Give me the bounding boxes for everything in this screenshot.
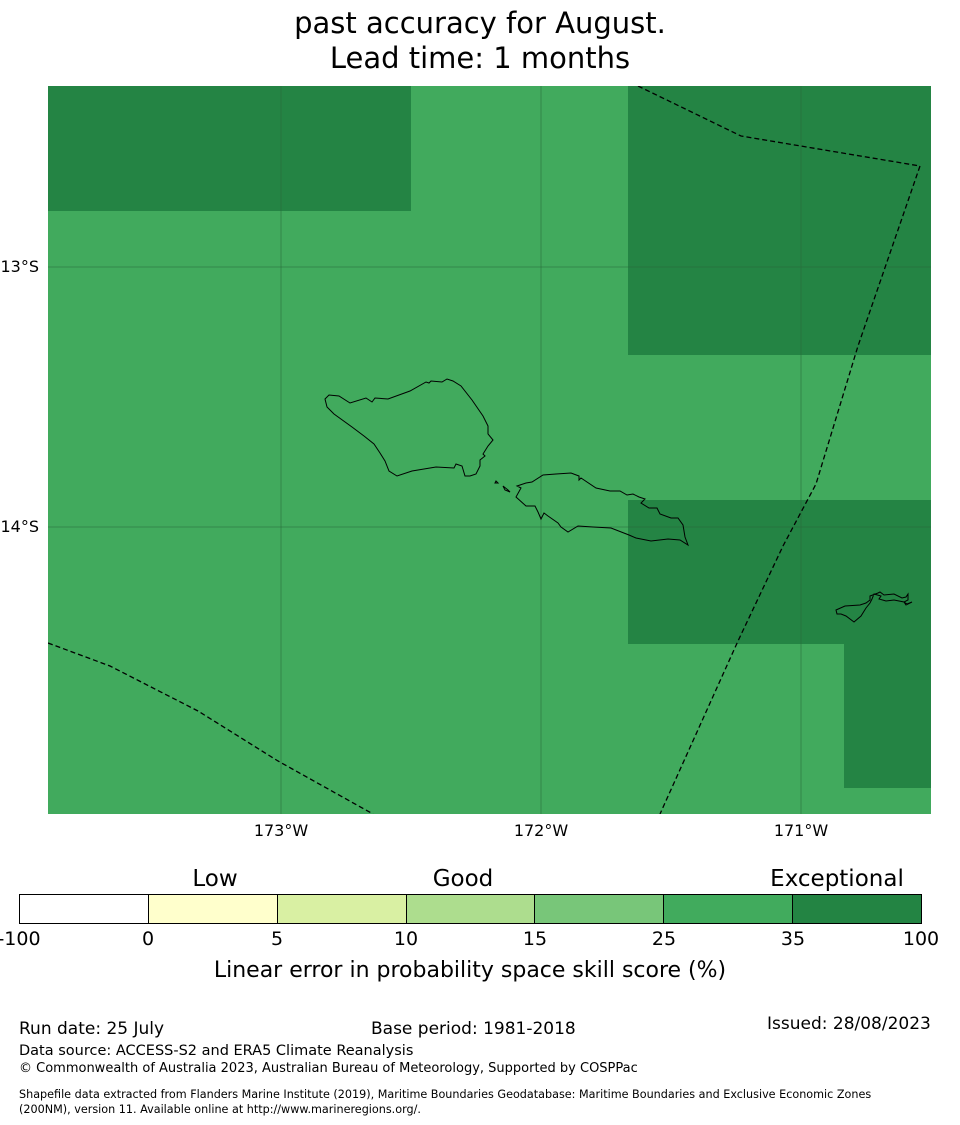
savaii-island: [324, 378, 494, 477]
colorbar-segment-4: [406, 895, 536, 923]
colorbar-tick-label: 10: [393, 928, 419, 950]
apolima-islet: [494, 480, 500, 484]
title-line-2: Lead time: 1 months: [329, 41, 631, 75]
eez-boundary-east: [637, 86, 921, 814]
colorbar-tick-label: 35: [780, 928, 806, 950]
exceptional-block-nw: [48, 86, 411, 211]
lon-label-172w: 172°W: [513, 821, 569, 840]
lat-label-13s: 13°S: [0, 257, 39, 276]
skill-score-map: [48, 86, 931, 814]
colorbar-segment-1: [20, 895, 149, 923]
graticule: [48, 86, 931, 814]
exceptional-block-ne: [628, 86, 931, 355]
data-source: Data source: ACCESS-S2 and ERA5 Climate …: [19, 1043, 414, 1059]
colorbar-tick-label: -100: [0, 928, 41, 950]
manono-islet: [502, 485, 511, 493]
colorbar-segment-5: [535, 895, 665, 923]
legend-category-good: Good: [432, 866, 494, 892]
colorbar-tick-label: 100: [902, 928, 940, 950]
shapefile-credit-line-2: (200NM), version 11. Available online at…: [19, 1103, 421, 1116]
colorbar: [19, 894, 922, 924]
copyright: © Commonwealth of Australia 2023, Austra…: [19, 1061, 638, 1076]
legend-category-exceptional: Exceptional: [770, 866, 904, 892]
shapefile-credit-line-1: Shapefile data extracted from Flanders M…: [19, 1088, 872, 1101]
lat-label-14s: 14°S: [0, 517, 39, 536]
maritime-boundaries: [48, 86, 921, 814]
colorbar-tick-label: 5: [270, 928, 284, 950]
tutuila-island: [835, 591, 913, 623]
colorbar-segment-7: [793, 895, 922, 923]
run-date: Run date: 25 July: [19, 1019, 165, 1039]
colorbar-tick-label: 15: [522, 928, 548, 950]
base-period: Base period: 1981-2018: [371, 1019, 576, 1039]
lon-label-173w: 173°W: [253, 821, 309, 840]
title-line-1: past accuracy for August.: [294, 6, 666, 40]
colorbar-tick-label: 25: [651, 928, 677, 950]
issued-date: Issued: 28/08/2023: [767, 1014, 931, 1034]
exceptional-block-se-lower: [844, 644, 931, 788]
colorbar-segment-3: [277, 895, 407, 923]
exceptional-block-se: [628, 500, 931, 644]
coastlines: [324, 378, 913, 623]
upolu-island: [515, 472, 689, 547]
colorbar-axis-title: Linear error in probability space skill …: [213, 958, 727, 983]
eez-boundary-west: [48, 642, 374, 814]
legend-category-low: Low: [192, 866, 238, 892]
colorbar-segment-2: [148, 895, 278, 923]
colorbar-segment-6: [664, 895, 794, 923]
colorbar-tick-label: 0: [141, 928, 155, 950]
lon-label-171w: 171°W: [773, 821, 829, 840]
